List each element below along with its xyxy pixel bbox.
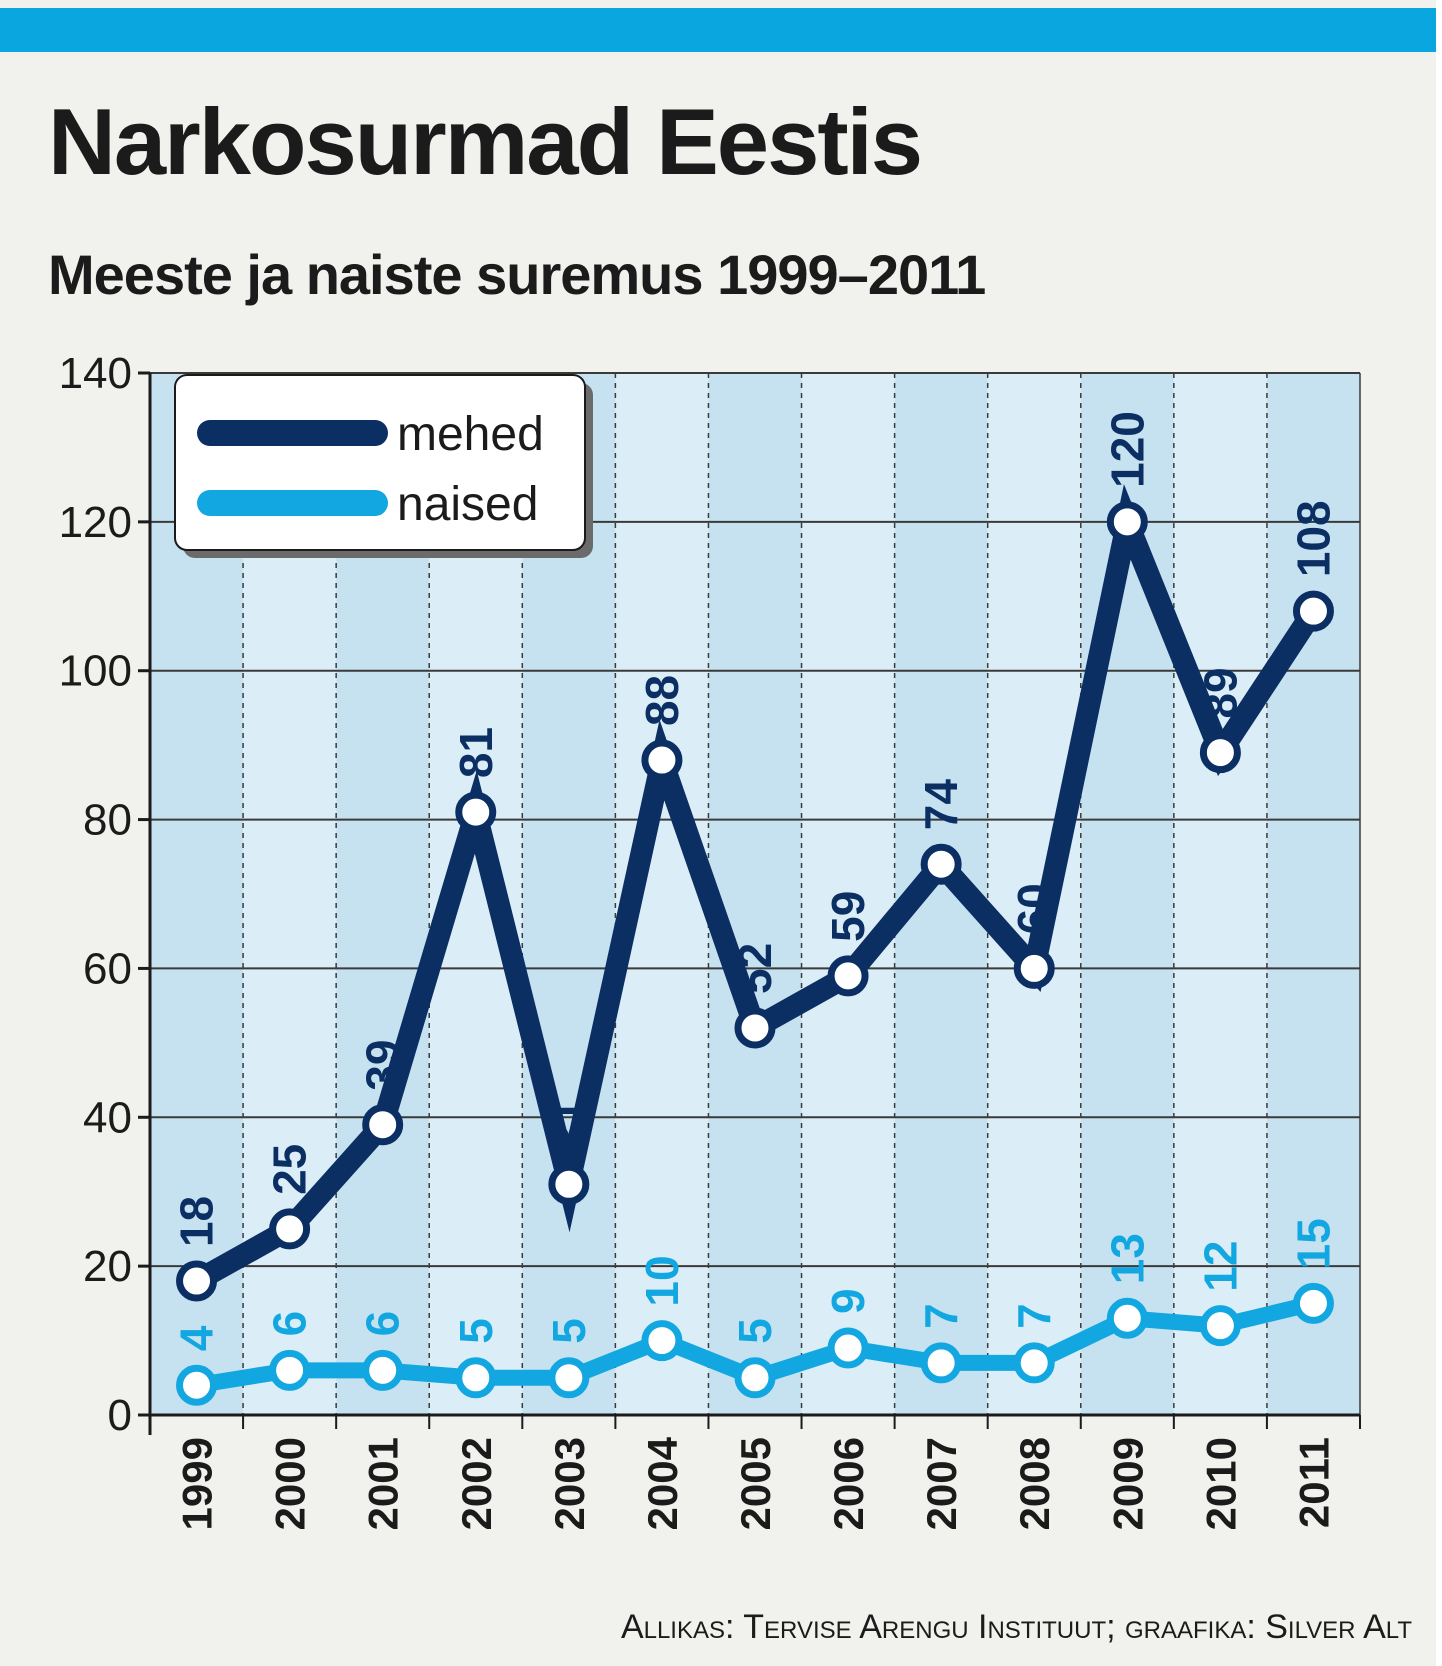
data-label-mehed-2003: 31 (543, 1099, 595, 1150)
x-tick-label-2000: 2000 (267, 1437, 314, 1530)
point-naised-2007 (920, 1342, 962, 1384)
point-naised-2001 (362, 1349, 404, 1391)
data-label-naised-2011: 15 (1287, 1218, 1339, 1269)
legend-label-mehed: mehed (397, 408, 544, 461)
point-naised-2000 (269, 1349, 311, 1391)
x-tick-label-2008: 2008 (1011, 1437, 1058, 1530)
data-label-naised-2004: 10 (636, 1255, 688, 1306)
legend-label-naised: naised (397, 478, 538, 531)
point-mehed-2005 (734, 1007, 776, 1049)
y-tick-label-40: 40 (83, 1093, 132, 1142)
top-accent-bar (0, 8, 1442, 52)
data-label-naised-2002: 5 (450, 1318, 502, 1344)
band-2011 (1266, 373, 1360, 1415)
source-text: Allikas: Tervise Arengu Instituut; graaf… (620, 1608, 1412, 1646)
data-label-mehed-2006: 59 (822, 891, 874, 942)
x-tick-label-2010: 2010 (1197, 1437, 1244, 1530)
y-tick-labels: 0 20 40 60 80 100 120 140 (59, 349, 132, 1440)
data-label-naised-2001: 6 (357, 1311, 409, 1337)
data-label-mehed-2008: 60 (1008, 883, 1060, 934)
data-label-naised-2000: 6 (264, 1311, 316, 1337)
point-mehed-2000 (269, 1208, 311, 1250)
point-mehed-1999 (176, 1260, 218, 1302)
y-tick-label-20: 20 (83, 1242, 132, 1291)
data-label-naised-2007: 7 (915, 1303, 967, 1329)
axes (138, 371, 1361, 1435)
data-label-naised-2005: 5 (729, 1318, 781, 1344)
data-label-mehed-2001: 39 (357, 1040, 409, 1091)
point-mehed-2004 (641, 739, 683, 781)
x-tick-label-2006: 2006 (825, 1437, 872, 1530)
right-edge (1436, 0, 1442, 1666)
point-naised-2009 (1106, 1297, 1148, 1339)
point-naised-2002 (455, 1357, 497, 1399)
point-naised-2011 (1292, 1282, 1334, 1324)
x-tick-labels: 1999 2000 2001 2002 2003 2004 2005 2006 2007 2008… (174, 1436, 1338, 1530)
data-label-naised-1999: 4 (171, 1325, 223, 1351)
data-label-naised-2006: 9 (822, 1288, 874, 1314)
source-credit: Allikas: Tervise Arengu Instituut; graaf… (621, 1608, 1412, 1647)
data-label-mehed-2007: 74 (915, 779, 967, 831)
x-tick-label-2002: 2002 (453, 1437, 500, 1530)
y-tick-label-60: 60 (83, 944, 132, 993)
point-mehed-2006 (827, 955, 869, 997)
y-tick-label-80: 80 (83, 796, 132, 845)
data-label-mehed-2002: 81 (450, 727, 502, 778)
chart-title: Narkosurmad Eestis (48, 89, 923, 194)
point-naised-2006 (827, 1327, 869, 1369)
data-label-mehed-2011: 108 (1287, 500, 1339, 577)
x-tick-label-2005: 2005 (732, 1437, 779, 1530)
x-tick-label-2011: 2011 (1290, 1437, 1337, 1528)
y-tick-label-120: 120 (59, 498, 132, 547)
point-naised-2003 (548, 1357, 590, 1399)
point-naised-2008 (1013, 1342, 1055, 1384)
point-naised-2004 (641, 1320, 683, 1362)
data-points (176, 501, 1334, 1406)
data-label-mehed-2009: 120 (1101, 411, 1153, 488)
data-label-naised-2009: 13 (1101, 1233, 1153, 1284)
data-label-mehed-2000: 25 (264, 1144, 316, 1195)
band-2010 (1173, 373, 1267, 1415)
band-2005 (708, 373, 802, 1415)
x-tick-label-2004: 2004 (639, 1436, 686, 1530)
legend: mehed naised (174, 374, 593, 558)
point-mehed-2009 (1106, 501, 1148, 543)
point-mehed-2003 (548, 1163, 590, 1205)
chart-subtitle: Meeste ja naiste suremus 1999–2011 (48, 243, 986, 306)
point-mehed-2007 (920, 843, 962, 885)
data-label-mehed-1999: 18 (171, 1196, 223, 1247)
x-tick-label-2001: 2001 (360, 1437, 407, 1530)
data-label-mehed-2004: 88 (636, 675, 688, 726)
data-label-naised-2003: 5 (543, 1318, 595, 1344)
point-naised-2010 (1199, 1305, 1241, 1347)
data-label-naised-2008: 7 (1008, 1303, 1060, 1329)
x-tick-label-2003: 2003 (546, 1437, 593, 1530)
x-tick-label-1999: 1999 (174, 1437, 221, 1530)
band-2006 (801, 373, 895, 1415)
point-naised-1999 (176, 1364, 218, 1406)
point-mehed-2002 (455, 791, 497, 833)
y-tick-label-140: 140 (59, 349, 132, 398)
point-mehed-2001 (362, 1104, 404, 1146)
band-2008 (987, 373, 1081, 1415)
y-tick-label-0: 0 (108, 1391, 132, 1440)
x-tick-label-2007: 2007 (918, 1437, 965, 1530)
data-label-mehed-2005: 52 (729, 943, 781, 994)
point-mehed-2010 (1199, 732, 1241, 774)
y-tick-label-100: 100 (59, 647, 132, 696)
data-label-mehed-2010: 89 (1194, 667, 1246, 718)
point-mehed-2011 (1292, 590, 1334, 632)
x-tick-label-2009: 2009 (1104, 1437, 1151, 1530)
point-mehed-2008 (1013, 947, 1055, 989)
data-label-naised-2010: 12 (1194, 1241, 1246, 1292)
point-naised-2005 (734, 1357, 776, 1399)
